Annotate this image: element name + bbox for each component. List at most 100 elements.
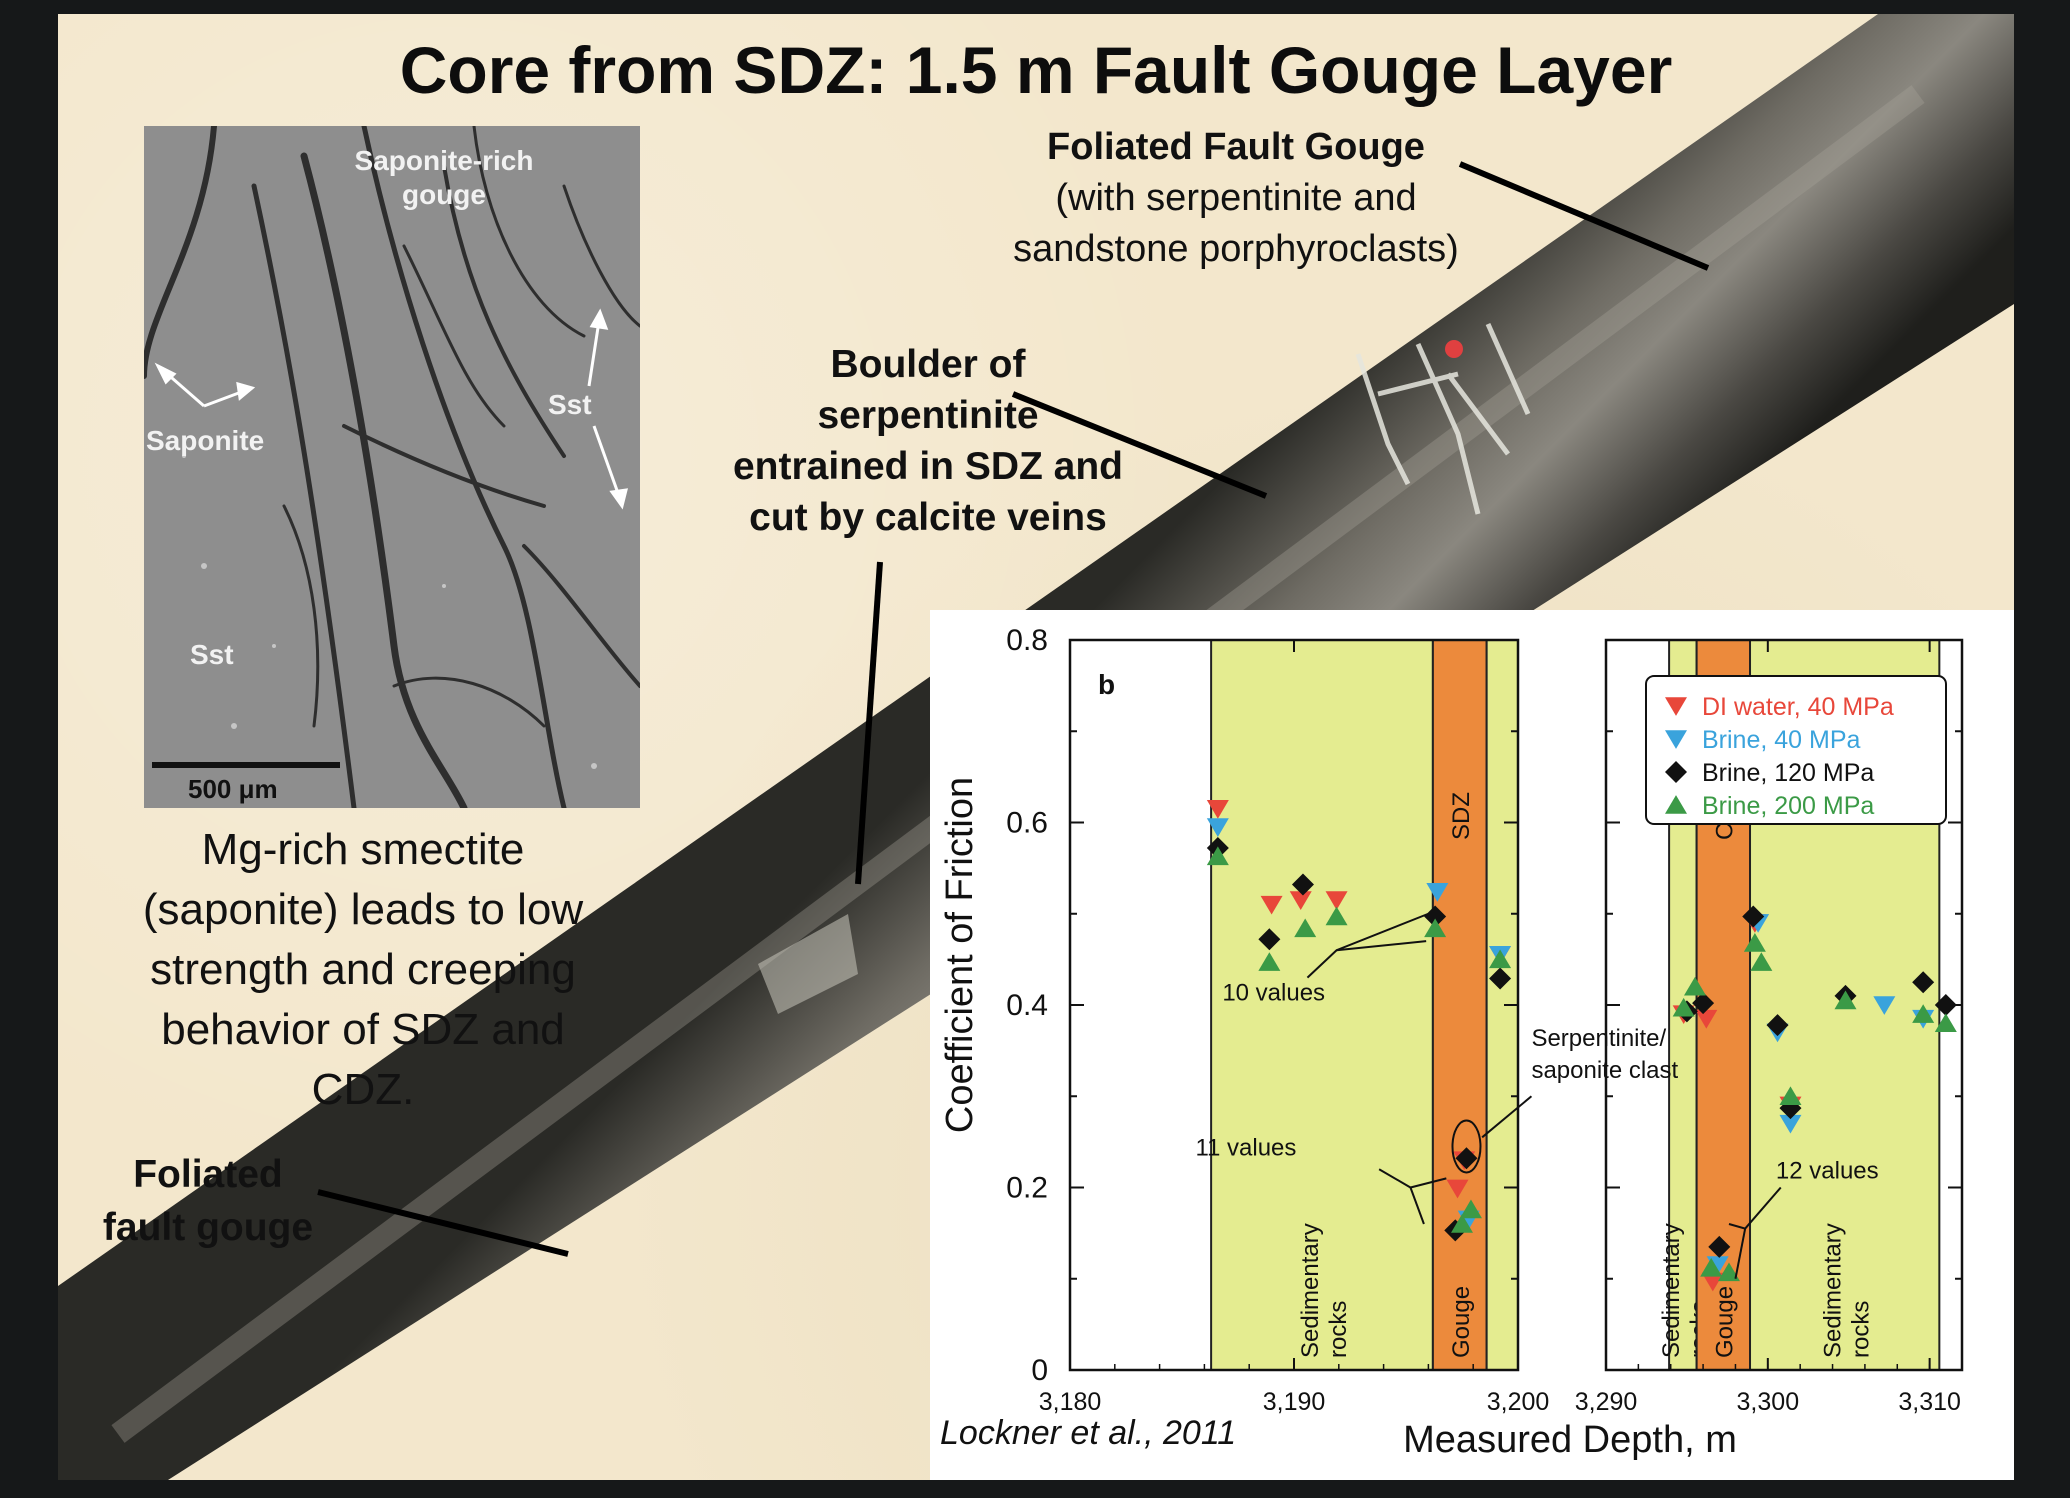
annotation-clast-b: saponite clast bbox=[1531, 1057, 1678, 1084]
clast-light bbox=[758, 914, 858, 1014]
ytick-label: 0.6 bbox=[1006, 807, 1048, 840]
legend-marker-2 bbox=[1665, 761, 1687, 783]
point-series-3-15 bbox=[1834, 990, 1857, 1010]
ytick-label: 0.4 bbox=[1006, 989, 1048, 1022]
annotation-boulder-line4: cut by calcite veins bbox=[749, 496, 1107, 539]
point-series-2-8 bbox=[1692, 992, 1715, 1015]
point-series-1-0 bbox=[1206, 818, 1229, 837]
sem-label-sst-right: Sst bbox=[548, 389, 592, 420]
caption-line3: strength and creeping bbox=[150, 945, 576, 994]
ytick-label: 0.8 bbox=[1006, 624, 1048, 657]
right-zone-gouge-label: Gouge bbox=[1711, 1286, 1738, 1358]
point-series-3-1 bbox=[1258, 952, 1281, 971]
citation: Lockner et al., 2011 bbox=[940, 1414, 1237, 1452]
point-series-0-4 bbox=[1446, 1179, 1469, 1199]
right-zone-sed-label-b: rocks bbox=[1848, 1301, 1875, 1358]
annotation-ten-values: 10 values bbox=[1222, 979, 1325, 1006]
left-xtick-label: 3,180 bbox=[1039, 1388, 1102, 1416]
point-series-3-13 bbox=[1750, 952, 1773, 971]
left-xtick-label: 3,190 bbox=[1263, 1388, 1326, 1416]
leader-boulder-down bbox=[855, 561, 883, 885]
leader-foliated-top bbox=[1458, 161, 1710, 271]
point-series-1-7 bbox=[1779, 1114, 1802, 1134]
legend-label-2: Brine, 120 MPa bbox=[1702, 759, 1874, 787]
sem-label-saponite: Saponite bbox=[146, 425, 265, 456]
point-series-3-6 bbox=[1459, 1199, 1482, 1219]
right-zone-sed-label-a: Sedimentary bbox=[1658, 1223, 1685, 1358]
annotation-foliated-top-line2: (with serpentinite and bbox=[1055, 177, 1417, 219]
scale-bar bbox=[152, 762, 340, 768]
point-series-3-2 bbox=[1294, 918, 1317, 938]
caption-line1: Mg-rich smectite bbox=[201, 825, 525, 874]
point-series-2-15 bbox=[1934, 994, 1957, 1016]
point-series-0-1 bbox=[1260, 895, 1283, 915]
clast-ellipse bbox=[1451, 1119, 1482, 1174]
sem-micrograph: Saponite-rich gouge Saponite Sst Sst 500… bbox=[144, 126, 640, 808]
point-series-3-3 bbox=[1325, 906, 1348, 926]
annotation-clast-a: Serpentinite/ bbox=[1531, 1025, 1666, 1052]
point-series-3-0 bbox=[1206, 846, 1229, 866]
annotation-boulder: Boulder of serpentinite entrained in SDZ… bbox=[698, 339, 1158, 543]
point-series-2-2 bbox=[1291, 873, 1314, 896]
leader-boulder bbox=[1011, 391, 1268, 499]
point-series-3-5 bbox=[1451, 1214, 1473, 1233]
annotation-foliated-bottom: Foliated fault gouge bbox=[88, 1148, 328, 1254]
leader-eleven-values bbox=[1378, 1168, 1447, 1189]
point-series-0-8 bbox=[1695, 1009, 1718, 1029]
right-xtick-label: 3,290 bbox=[1575, 1388, 1638, 1416]
right-xtick-label: 3,310 bbox=[1898, 1388, 1961, 1416]
point-series-3-9 bbox=[1684, 976, 1706, 996]
scale-bar-label: 500 μm bbox=[188, 774, 278, 804]
point-series-2-10 bbox=[1742, 905, 1765, 928]
point-series-2-6 bbox=[1489, 967, 1512, 990]
right-zone-sed-label-a: Sedimentary bbox=[1820, 1223, 1847, 1358]
left-zone-sed-label-a: Sedimentary bbox=[1297, 1223, 1324, 1358]
sem-label-gouge-line2: gouge bbox=[402, 179, 486, 210]
caption-line2: (saponite) leads to low bbox=[142, 885, 584, 934]
point-series-0-3 bbox=[1325, 891, 1348, 910]
annotation-eleven-values: 11 values bbox=[1195, 1135, 1296, 1162]
leader-clast bbox=[1481, 1095, 1533, 1139]
ytick-label: 0.2 bbox=[1006, 1172, 1048, 1205]
left-zone-top-label: SDZ bbox=[1448, 792, 1475, 840]
leader-twelve-values-b bbox=[1734, 1228, 1747, 1279]
point-series-2-5 bbox=[1455, 1147, 1478, 1170]
leader-foliated-bottom bbox=[317, 1189, 569, 1257]
sem-label-sst-left: Sst bbox=[190, 639, 234, 670]
right-xtick-label: 3,300 bbox=[1737, 1388, 1800, 1416]
annotation-boulder-line2: serpentinite bbox=[817, 394, 1039, 437]
legend-label-0: DI water, 40 MPa bbox=[1702, 693, 1894, 721]
leader-eleven-values-b bbox=[1409, 1187, 1425, 1225]
annotation-foliated-top: Foliated Fault Gouge (with serpentinite … bbox=[976, 122, 1496, 275]
point-series-0-0 bbox=[1206, 800, 1229, 819]
sem-arrows bbox=[154, 308, 628, 510]
left-zone-sed-label-b: rocks bbox=[1325, 1301, 1352, 1358]
friction-chart-panel: Sedimentary rocks Gouge SDZ 3,180 3,190 3,200 S… bbox=[930, 610, 2014, 1480]
annotation-boulder-line3: entrained in SDZ and bbox=[732, 445, 1124, 488]
point-series-3-4 bbox=[1424, 918, 1447, 938]
annotation-twelve-values: 12 values bbox=[1776, 1157, 1879, 1184]
annotation-foliated-top-line3: sandstone porphyroclasts) bbox=[1013, 228, 1459, 270]
sem-texture bbox=[144, 126, 640, 808]
slide: Core from SDZ: 1.5 m Fault Gouge Layer F… bbox=[58, 14, 2014, 1480]
point-series-2-3 bbox=[1424, 905, 1447, 928]
point-series-3-16 bbox=[1912, 1004, 1935, 1023]
point-series-2-1 bbox=[1258, 928, 1281, 951]
core-red-dot bbox=[1445, 340, 1463, 358]
left-xtick-label: 3,200 bbox=[1487, 1388, 1550, 1416]
page-title: Core from SDZ: 1.5 m Fault Gouge Layer bbox=[399, 33, 1673, 107]
x-axis-title: Measured Depth, m bbox=[1403, 1419, 1737, 1461]
annotation-foliated-bottom-line2: fault gouge bbox=[102, 1206, 314, 1249]
point-series-1-8 bbox=[1873, 996, 1896, 1015]
point-series-2-11 bbox=[1766, 1014, 1789, 1037]
point-series-3-14 bbox=[1779, 1086, 1802, 1106]
caption-line5: CDZ. bbox=[311, 1065, 415, 1114]
legend-marker-1 bbox=[1665, 730, 1687, 749]
leader-ten-values-b bbox=[1336, 940, 1427, 952]
point-series-3-11 bbox=[1717, 1262, 1740, 1282]
legend-box bbox=[1645, 675, 1947, 825]
legend-label-3: Brine, 200 MPa bbox=[1702, 792, 1874, 820]
point-series-3-12 bbox=[1743, 933, 1766, 952]
ytick-label: 0 bbox=[1031, 1354, 1048, 1387]
point-series-3-7 bbox=[1489, 949, 1512, 969]
